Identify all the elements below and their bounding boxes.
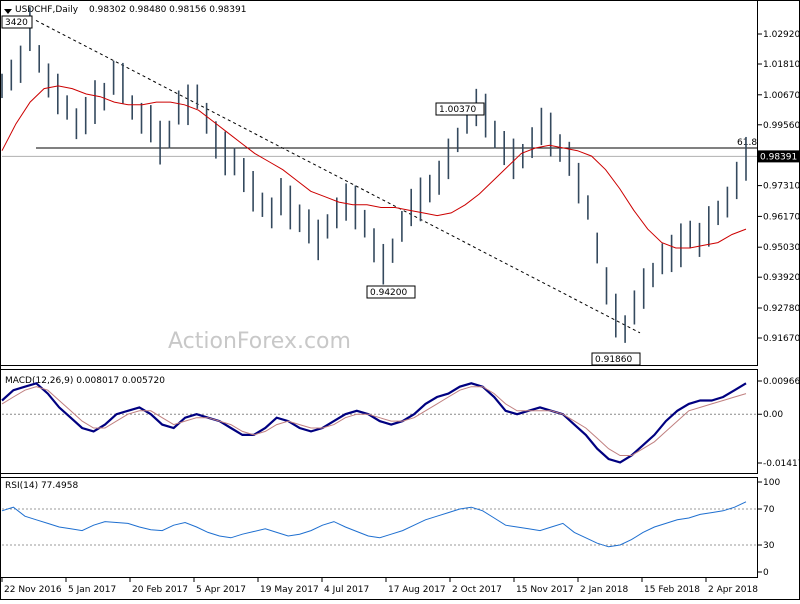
rsi-axis-label: 100 bbox=[763, 478, 780, 488]
symbol-label: USDCHF,Daily bbox=[15, 5, 79, 15]
ohlc-values: 0.98302 0.98480 0.98156 0.98391 bbox=[89, 5, 246, 15]
x-axis: 22 Nov 2016 5 Jan 2017 20 Feb 2017 5 Apr 20… bbox=[1, 577, 758, 595]
x-axis-label: 15 Feb 2018 bbox=[644, 585, 700, 595]
rsi-axis-label: 0 bbox=[763, 568, 769, 578]
x-axis-label: 2 Apr 2018 bbox=[708, 585, 758, 595]
x-axis-label: 17 Aug 2017 bbox=[388, 585, 446, 595]
price-annotation-box bbox=[435, 102, 485, 116]
macd-line bbox=[1, 382, 747, 464]
macd-signal-line bbox=[1, 386, 747, 456]
watermark-text: ActionForex.com bbox=[168, 329, 351, 354]
rsi-line bbox=[1, 501, 747, 548]
x-axis-label: 22 Nov 2016 bbox=[4, 585, 62, 595]
x-axis-label: 19 May 2017 bbox=[260, 585, 319, 595]
price-annotation-label: 0.94200 bbox=[370, 288, 407, 298]
rsi-panel-frame bbox=[0, 477, 758, 578]
macd-axis-label: 0.00 bbox=[763, 410, 783, 420]
price-layer: 1.02920 1.01810 1.00670 0.99560 0.98391 0.973… bbox=[1, 7, 800, 366]
rsi-title: RSI(14) 77.4958 bbox=[5, 481, 78, 491]
macd-layer: 0.009664 0.00 -0.014171 bbox=[1, 377, 800, 469]
x-axis-label: 15 Nov 2017 bbox=[516, 585, 574, 595]
dropdown-triangle-icon[interactable] bbox=[4, 9, 12, 14]
price-annotation-label: 1.00370 bbox=[439, 105, 476, 115]
price-axis-label: 0.91670 bbox=[763, 334, 800, 344]
price-axis-label: 0.97310 bbox=[763, 182, 800, 192]
price-axis-label: 1.01810 bbox=[763, 60, 800, 70]
macd-panel-frame bbox=[0, 369, 758, 474]
price-panel-frame bbox=[0, 0, 758, 366]
price-annotation-label: 0.91860 bbox=[595, 355, 632, 365]
macd-axis-label: -0.014171 bbox=[763, 459, 800, 469]
x-axis-label: 5 Jan 2017 bbox=[68, 585, 116, 595]
price-axis-label: 0.96170 bbox=[763, 212, 800, 222]
rsi-axis-label: 30 bbox=[763, 541, 775, 551]
x-axis-label: 4 Jul 2017 bbox=[324, 585, 369, 595]
price-annotation-box bbox=[591, 352, 641, 366]
price-axis-label: 1.00670 bbox=[763, 91, 800, 101]
moving-average-line bbox=[1, 85, 747, 249]
rsi-layer: 100 70 30 0 bbox=[1, 478, 780, 578]
price-axis-label: 0.99560 bbox=[763, 121, 800, 131]
price-axis-label: 0.95030 bbox=[763, 243, 800, 253]
x-axis-label: 2 Jan 2018 bbox=[580, 585, 628, 595]
price-annotation-box bbox=[366, 285, 416, 299]
price-axis-label: 0.92780 bbox=[763, 304, 800, 314]
current-price-box bbox=[758, 150, 799, 163]
x-axis-label: 20 Feb 2017 bbox=[132, 585, 188, 595]
x-axis-label: 2 Oct 2017 bbox=[452, 585, 502, 595]
rsi-axis-label: 70 bbox=[763, 505, 775, 515]
macd-axis-label: 0.009664 bbox=[763, 377, 800, 387]
price-annotation-box bbox=[1, 15, 33, 29]
x-axis-label: 5 Apr 2017 bbox=[196, 585, 246, 595]
price-axis-label: 1.02920 bbox=[763, 30, 800, 40]
trend-line bbox=[35, 20, 641, 334]
current-price-label: 0.98391 bbox=[760, 152, 797, 162]
fib-level-label: 61.8 bbox=[737, 138, 757, 148]
price-axis-label: 0.93920 bbox=[763, 273, 800, 283]
macd-title: MACD(12,26,9) 0.008017 0.005720 bbox=[5, 376, 165, 386]
price-annotation-label: 3420 bbox=[5, 18, 28, 28]
